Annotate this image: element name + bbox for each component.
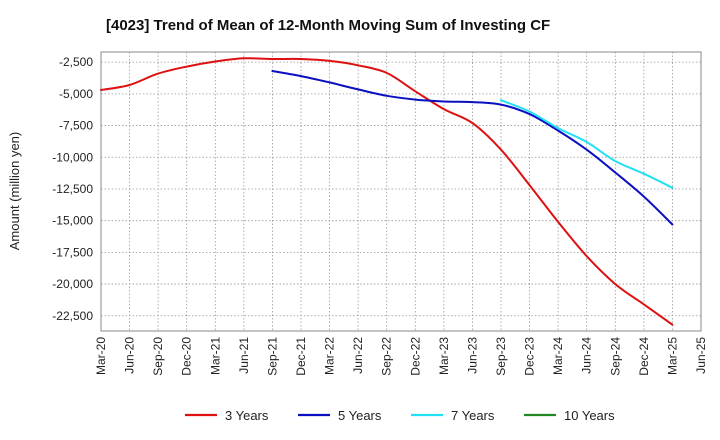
x-tick-label: Dec-20	[180, 337, 194, 376]
y-tick-label: -7,500	[59, 119, 93, 133]
x-tick-label: Dec-23	[523, 337, 537, 376]
y-tick-label: -2,500	[59, 55, 93, 69]
x-tick-label: Jun-25	[694, 337, 708, 374]
x-tick-label: Sep-21	[265, 337, 279, 376]
legend-label-5-years: 5 Years	[338, 408, 382, 423]
x-tick-label: Dec-24	[637, 337, 651, 376]
x-tick-label: Mar-22	[323, 337, 337, 375]
y-tick-label: -15,000	[52, 214, 93, 228]
legend-label-7-years: 7 Years	[451, 408, 495, 423]
x-tick-label: Sep-20	[151, 337, 165, 376]
x-tick-label: Jun-20	[123, 337, 137, 374]
y-tick-label: -22,500	[52, 309, 93, 323]
x-tick-label: Mar-21	[208, 337, 222, 375]
x-tick-label: Mar-20	[94, 337, 108, 375]
x-tick-label: Sep-22	[380, 337, 394, 376]
series-line-5-years	[271, 70, 674, 226]
legend-label-10-years: 10 Years	[564, 408, 615, 423]
y-tick-label: -12,500	[52, 182, 93, 196]
axes	[100, 51, 702, 332]
x-tick-label: Jun-22	[351, 337, 365, 374]
series-line-3-years	[100, 57, 674, 326]
x-tick-label: Jun-24	[580, 337, 594, 374]
y-tick-label: -10,000	[52, 150, 93, 164]
legend: 3 Years 5 Years 7 Years 10 Years	[185, 408, 615, 423]
x-tick-label: Jun-21	[237, 337, 251, 374]
x-tick-label: Jun-23	[465, 337, 479, 374]
chart-title: [4023] Trend of Mean of 12-Month Moving …	[106, 17, 550, 34]
x-tick-labels: Mar-20 Jun-20 Sep-20 Dec-20 Mar-21 Jun-21 Sep-…	[94, 337, 708, 376]
x-tick-label: Dec-22	[408, 337, 422, 376]
x-tick-label: Sep-24	[608, 337, 622, 376]
x-tick-label: Sep-23	[494, 337, 508, 376]
series-lines	[100, 57, 674, 326]
x-tick-label: Mar-25	[665, 337, 679, 375]
x-tick-label: Dec-21	[294, 337, 308, 376]
y-tick-label: -5,000	[59, 87, 93, 101]
legend-label-3-years: 3 Years	[225, 408, 269, 423]
x-tick-label: Mar-23	[437, 337, 451, 375]
y-axis-label: Amount (million yen)	[7, 132, 22, 251]
grid	[101, 52, 701, 331]
y-tick-label: -17,500	[52, 245, 93, 259]
series-line-7-years	[500, 99, 674, 189]
y-tick-labels: -2,500 -5,000 -7,500 -10,000 -12,500 -15,000 -…	[52, 55, 93, 323]
x-tick-label: Mar-24	[551, 337, 565, 375]
y-tick-label: -20,000	[52, 277, 93, 291]
plot-border	[100, 51, 702, 332]
